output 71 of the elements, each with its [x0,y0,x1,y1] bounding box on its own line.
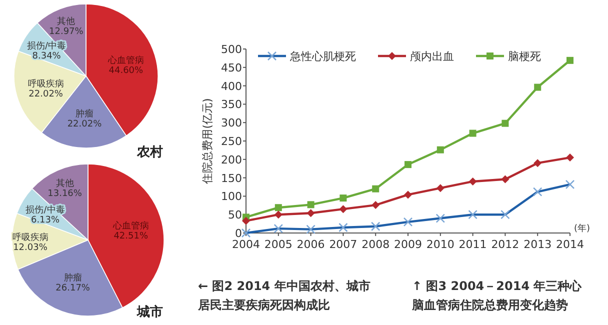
y-tick-label: 450 [221,61,242,74]
x-tick-label: 2008 [362,238,390,251]
point [274,210,282,219]
y-axis-title: 住院总费用(亿元) [201,98,214,184]
point [340,194,347,202]
y-tick-label: 400 [221,80,242,93]
point [534,84,542,91]
y-tick-label: 100 [221,190,242,204]
slice-label: 心血管病 [112,220,149,232]
y-tick-label: 350 [221,98,242,112]
point [436,184,444,192]
y-tick-label: 50 [228,208,242,222]
data-label: 13.16% [48,189,82,200]
point [372,201,380,210]
point [566,154,574,162]
point [274,204,282,212]
slice-label: 肿瘤 [75,108,94,120]
x-axis-title: (年) [574,223,590,234]
legend-label: 颅内出血 [410,50,454,63]
data-label: 12.03% [13,243,48,254]
point [339,205,348,214]
slice-label: 呼吸疾病 [28,78,64,90]
y-tick-label: 200 [221,153,242,166]
x-tick-label: 2011 [458,238,487,251]
x-tick-label: 2014 [556,238,584,251]
text: 城市 [136,304,163,320]
point [501,175,510,184]
legend-label: 脑梗死 [508,50,541,63]
point [404,161,412,168]
text: ↑ 图3 2004－2014 年三种心脑血管病住院总费用变化趋势 [412,278,583,314]
data-label: 12.97% [49,26,84,37]
point [242,216,250,225]
point [468,177,477,186]
point [307,201,314,208]
x-tick-label: 2010 [426,238,454,251]
point [566,56,574,64]
data-label: 6.13% [30,216,60,226]
slice-label: 其他 [57,16,76,27]
point [469,130,476,137]
x-tick-label: 2007 [329,238,358,251]
y-tick-label: 250 [221,135,242,148]
x-tick-label: 2006 [296,238,325,251]
point [534,159,542,168]
data-label: 26.17% [56,283,90,294]
point [502,120,509,127]
slice-label: 损伤/中毒 [26,204,65,216]
legend-label: 急性心肌梗死 [289,50,356,63]
y-tick-label: 500 [221,43,242,56]
x-tick-label: 2005 [264,238,292,251]
x-tick-label: 2009 [394,238,422,251]
point [436,146,444,154]
slice-label: 呼吸疾病 [12,232,48,244]
x-tick-label: 2004 [232,238,260,251]
y-tick-label: 300 [221,116,242,130]
y-tick-label: 0 [235,227,242,240]
data-label: 22.02% [28,89,64,100]
point [306,209,315,218]
slice-label: 其他 [56,178,74,190]
y-tick-label: 150 [221,172,242,185]
x-tick-label: 2012 [491,238,520,251]
point [404,190,412,199]
text: 农村 [136,145,163,160]
data-label: 22.02% [67,120,102,130]
text: ← 图2 2014 年中国农村、城市居民主要疾病死因构成比 [198,278,372,314]
slice-label: 肿瘤 [64,272,82,284]
data-label: 8.34% [32,52,62,62]
x-tick-label: 2013 [524,238,552,251]
point [372,185,380,192]
data-label: 44.60% [108,66,144,76]
slice-label: 心血管病 [106,54,144,66]
data-label: 42.51% [114,232,148,242]
